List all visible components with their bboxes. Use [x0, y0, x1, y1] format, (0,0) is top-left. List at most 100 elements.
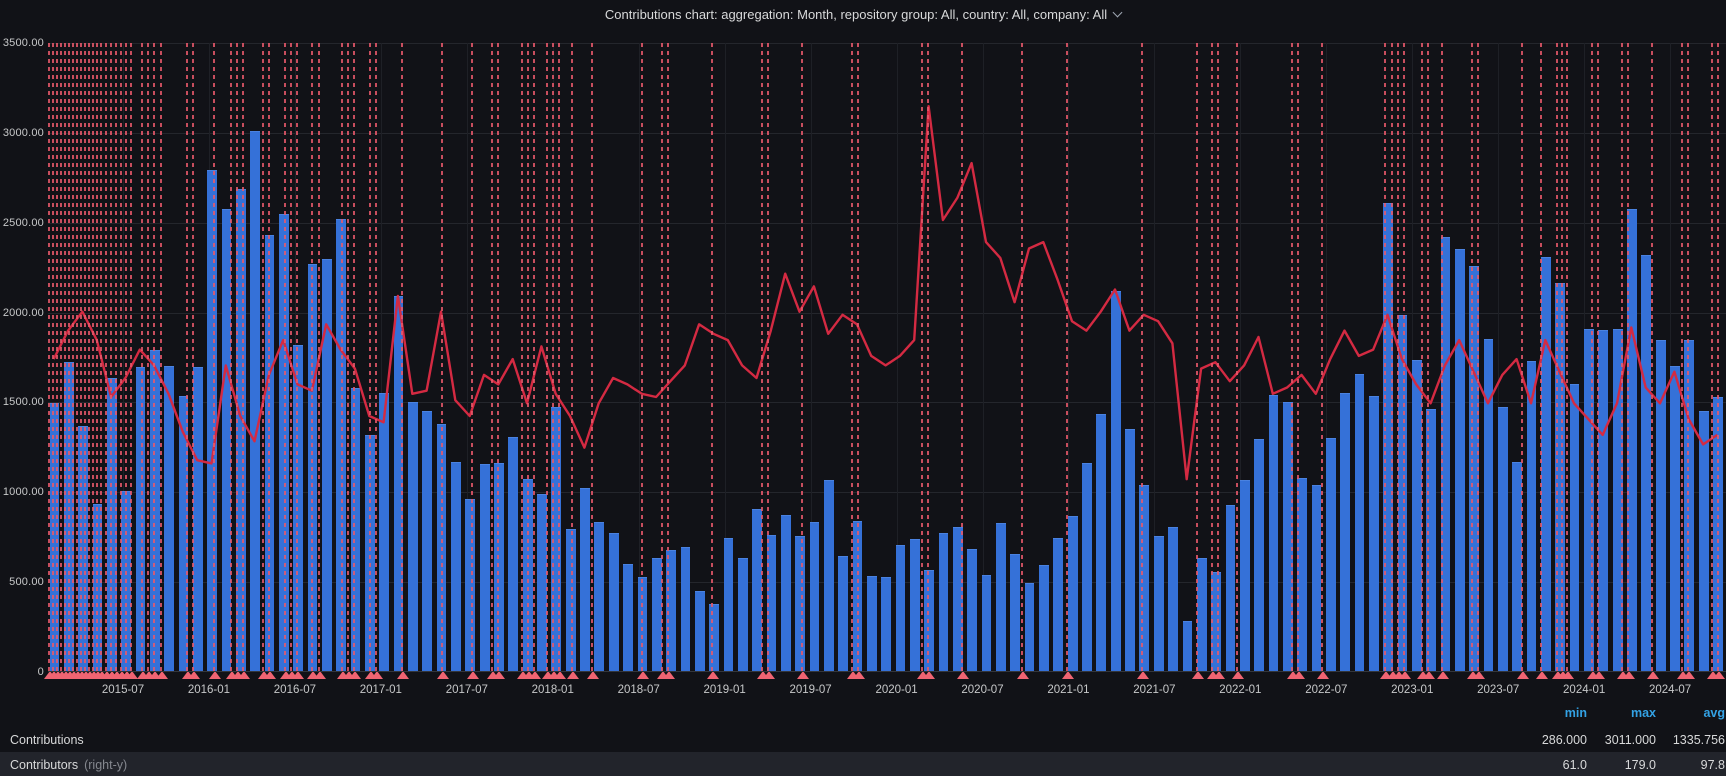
annotation-line[interactable] — [1477, 43, 1479, 672]
annotation-marker-icon[interactable] — [1213, 671, 1225, 679]
annotation-line[interactable] — [153, 43, 155, 672]
annotation-marker-icon[interactable] — [1192, 671, 1204, 679]
annotation-marker-icon[interactable] — [292, 671, 304, 679]
annotation-line[interactable] — [491, 43, 493, 672]
annotation-line[interactable] — [64, 43, 66, 672]
annotation-marker-icon[interactable] — [763, 671, 775, 679]
annotation-line[interactable] — [857, 43, 859, 672]
annotation-line[interactable] — [72, 43, 74, 672]
annotation-line[interactable] — [961, 43, 963, 672]
annotation-line[interactable] — [1441, 43, 1443, 672]
annotation-marker-icon[interactable] — [314, 671, 326, 679]
annotation-line[interactable] — [533, 43, 535, 672]
annotation-marker-icon[interactable] — [957, 671, 969, 679]
annotation-line[interactable] — [1196, 43, 1198, 672]
legend-series-label[interactable]: Contributions — [10, 733, 84, 747]
annotation-line[interactable] — [1627, 43, 1629, 672]
annotation-marker-icon[interactable] — [853, 671, 865, 679]
annotation-line[interactable] — [213, 43, 215, 672]
annotation-line[interactable] — [110, 43, 112, 672]
annotation-marker-icon[interactable] — [467, 671, 479, 679]
legend-row-contributions[interactable]: Contributions 286.000 3011.000 1335.756 — [0, 728, 1726, 752]
annotation-line[interactable] — [591, 43, 593, 672]
annotation-line[interactable] — [471, 43, 473, 672]
annotation-marker-icon[interactable] — [797, 671, 809, 679]
annotation-line[interactable] — [242, 43, 244, 672]
annotation-line[interactable] — [284, 43, 286, 672]
annotation-marker-icon[interactable] — [493, 671, 505, 679]
annotation-line[interactable] — [546, 43, 548, 672]
annotation-line[interactable] — [927, 43, 929, 672]
annotation-line[interactable] — [1561, 43, 1563, 672]
annotation-line[interactable] — [341, 43, 343, 672]
annotation-marker-icon[interactable] — [1517, 671, 1529, 679]
annotation-line[interactable] — [1471, 43, 1473, 672]
annotation-line[interactable] — [767, 43, 769, 672]
annotation-line[interactable] — [96, 43, 98, 672]
annotation-marker-icon[interactable] — [188, 671, 200, 679]
annotation-line[interactable] — [125, 43, 127, 672]
annotation-line[interactable] — [1687, 43, 1689, 672]
annotation-line[interactable] — [1211, 43, 1213, 672]
annotation-marker-icon[interactable] — [1232, 671, 1244, 679]
annotation-line[interactable] — [290, 43, 292, 672]
annotation-marker-icon[interactable] — [264, 671, 276, 679]
annotation-marker-icon[interactable] — [371, 671, 383, 679]
annotation-line[interactable] — [60, 43, 62, 672]
annotation-marker-icon[interactable] — [1137, 671, 1149, 679]
annotation-line[interactable] — [1403, 43, 1405, 672]
annotation-marker-icon[interactable] — [307, 671, 319, 679]
annotation-line[interactable] — [92, 43, 94, 672]
annotation-line[interactable] — [141, 43, 143, 672]
annotation-line[interactable] — [105, 43, 107, 672]
annotation-line[interactable] — [921, 43, 923, 672]
annotation-line[interactable] — [571, 43, 573, 672]
annotation-line[interactable] — [711, 43, 713, 672]
annotation-line[interactable] — [120, 43, 122, 672]
annotation-marker-icon[interactable] — [1647, 671, 1659, 679]
annotation-line[interactable] — [661, 43, 663, 672]
annotation-marker-icon[interactable] — [587, 671, 599, 679]
annotation-line[interactable] — [1540, 43, 1542, 672]
annotation-marker-icon[interactable] — [126, 671, 138, 679]
annotation-marker-icon[interactable] — [529, 671, 541, 679]
annotation-line[interactable] — [268, 43, 270, 672]
annotation-line[interactable] — [851, 43, 853, 672]
annotation-line[interactable] — [1711, 43, 1713, 672]
annotation-line[interactable] — [115, 43, 117, 672]
annotation-line[interactable] — [527, 43, 529, 672]
annotation-marker-icon[interactable] — [397, 671, 409, 679]
annotation-line[interactable] — [68, 43, 70, 672]
annotation-marker-icon[interactable] — [209, 671, 221, 679]
annotation-line[interactable] — [1141, 43, 1143, 672]
annotation-line[interactable] — [76, 43, 78, 672]
annotation-line[interactable] — [801, 43, 803, 672]
annotation-line[interactable] — [1391, 43, 1393, 672]
annotation-line[interactable] — [100, 43, 102, 672]
annotation-marker-icon[interactable] — [1399, 671, 1411, 679]
annotation-line[interactable] — [84, 43, 86, 672]
annotation-line[interactable] — [147, 43, 149, 672]
annotation-marker-icon[interactable] — [349, 671, 361, 679]
annotation-line[interactable] — [296, 43, 298, 672]
annotation-line[interactable] — [1297, 43, 1299, 672]
annotation-line[interactable] — [369, 43, 371, 672]
annotation-line[interactable] — [1591, 43, 1593, 672]
annotation-marker-icon[interactable] — [1437, 671, 1449, 679]
annotation-line[interactable] — [1384, 43, 1386, 672]
annotation-marker-icon[interactable] — [567, 671, 579, 679]
annotation-line[interactable] — [1651, 43, 1653, 672]
annotation-line[interactable] — [1421, 43, 1423, 672]
annotation-marker-icon[interactable] — [1017, 671, 1029, 679]
annotation-line[interactable] — [1397, 43, 1399, 672]
annotation-marker-icon[interactable] — [1293, 671, 1305, 679]
annotation-line[interactable] — [558, 43, 560, 672]
annotation-line[interactable] — [1427, 43, 1429, 672]
annotation-line[interactable] — [1521, 43, 1523, 672]
annotation-line[interactable] — [130, 43, 132, 672]
legend-row-contributors[interactable]: Contributors (right-y) 61.0 179.0 97.8 — [0, 752, 1726, 776]
annotation-line[interactable] — [186, 43, 188, 672]
annotation-line[interactable] — [160, 43, 162, 672]
annotation-line[interactable] — [375, 43, 377, 672]
annotation-marker-icon[interactable] — [554, 671, 566, 679]
